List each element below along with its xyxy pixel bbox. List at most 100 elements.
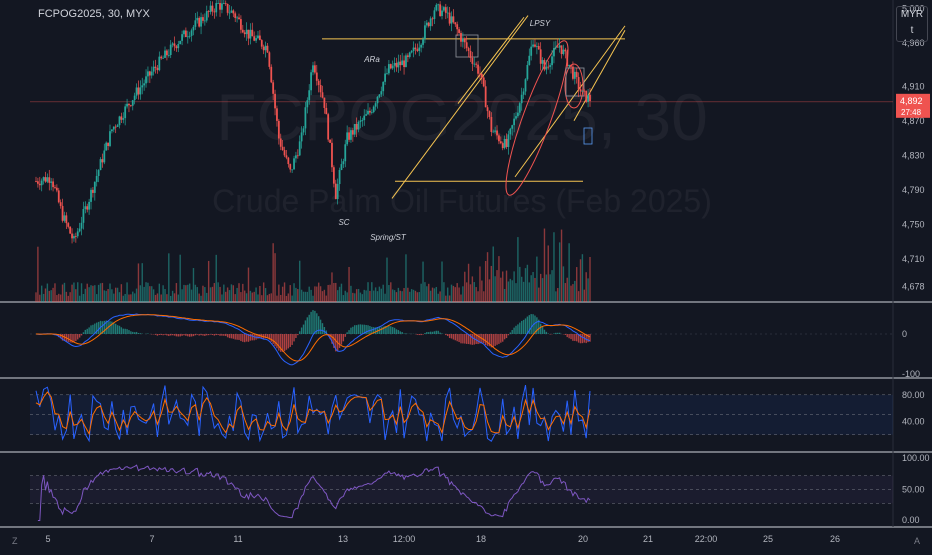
volume-bar (242, 284, 243, 302)
candle-body (138, 87, 140, 94)
macd-histogram-bar (197, 334, 198, 335)
candle-body (109, 131, 111, 146)
macd-histogram-bar (176, 334, 177, 336)
macd-histogram-bar (432, 332, 433, 334)
volume-bar (195, 285, 196, 302)
volume-bar (208, 261, 209, 302)
macd-histogram-bar (339, 334, 340, 348)
volume-bar (500, 278, 501, 302)
candle-body (145, 76, 147, 83)
candle-body (194, 20, 196, 26)
volume-bar (420, 284, 421, 302)
candle-body (229, 13, 231, 14)
volume-bar (415, 291, 416, 302)
macd-histogram-bar (398, 330, 399, 334)
macd-histogram-bar (513, 328, 514, 334)
volume-bar (71, 285, 72, 302)
candle-body (286, 155, 288, 157)
candle-body (506, 139, 508, 147)
candle-body (377, 97, 379, 103)
volume-bar (358, 289, 359, 302)
macd-histogram-bar (434, 331, 435, 334)
currency-selector[interactable]: MYR t (896, 6, 928, 42)
candle-body (473, 64, 475, 65)
candle-body (143, 83, 145, 85)
macd-histogram-bar (508, 334, 509, 335)
candle-body (37, 181, 39, 183)
candle-body (426, 23, 428, 26)
candle-body (134, 96, 136, 101)
candle-body (244, 32, 246, 34)
macd-histogram-bar (286, 334, 287, 350)
candle-body (399, 62, 401, 65)
candle-body (371, 112, 373, 113)
volume-bar (525, 268, 526, 302)
candle-body (530, 47, 532, 56)
candle-body (373, 107, 375, 112)
volume-bar (291, 296, 292, 302)
stoch-axis-label: 80.00 (902, 390, 925, 400)
candle-body (212, 6, 214, 12)
volume-bar (348, 267, 349, 302)
macd-histogram-bar (354, 325, 355, 334)
volume-bar (246, 293, 247, 302)
volume-bar (322, 291, 323, 302)
macd-histogram-bar (305, 320, 306, 334)
candle-body (100, 159, 102, 170)
volume-bar (496, 270, 497, 302)
macd-histogram-bar (557, 333, 558, 334)
timezone-corner[interactable]: Z (12, 536, 18, 546)
volume-bar (305, 292, 306, 302)
candle-body (454, 22, 456, 24)
candle-body (314, 65, 316, 72)
volume-bar (255, 288, 256, 302)
volume-bar (413, 290, 414, 302)
macd-histogram-bar (472, 334, 473, 345)
volume-bar (369, 291, 370, 302)
candle-body (92, 190, 94, 193)
candle-body (151, 72, 153, 76)
symbol-title[interactable]: FCPOG2025, 30, MYX (38, 8, 150, 20)
volume-bar (584, 290, 585, 302)
candle-body (306, 100, 308, 107)
volume-bar (367, 282, 368, 302)
volume-bar (426, 286, 427, 302)
candle-body (289, 164, 291, 169)
volume-bar (73, 283, 74, 302)
candle-body (261, 40, 263, 47)
candle-body (96, 176, 98, 182)
candle-body (447, 13, 449, 14)
candle-body (386, 73, 388, 74)
volume-bar (466, 282, 467, 302)
volume-bar (464, 272, 465, 302)
macd-histogram-bar (212, 334, 213, 335)
candle-body (568, 65, 570, 66)
candle-body (58, 190, 60, 202)
macd-histogram-bar (162, 334, 163, 335)
macd-histogram-bar (525, 318, 526, 334)
candle-body (249, 30, 251, 39)
candle-body (312, 65, 314, 72)
candle-body (259, 36, 261, 41)
macd-histogram-bar (183, 334, 184, 335)
candle-body (521, 95, 523, 103)
volume-bar (69, 292, 70, 302)
auto-scale-corner[interactable]: A (914, 536, 920, 546)
volume-bar (352, 293, 353, 302)
candle-body (128, 104, 130, 105)
candle-body (219, 3, 221, 10)
macd-histogram-bar (521, 321, 522, 334)
volume-bar (508, 281, 509, 302)
candle-body (39, 184, 41, 185)
volume-bar (401, 291, 402, 302)
volume-bar (271, 293, 272, 302)
candle-body (452, 16, 454, 22)
time-axis-label: 21 (643, 534, 653, 544)
macd-histogram-bar (439, 333, 440, 334)
macd-histogram-bar (181, 334, 182, 336)
macd-histogram-bar (417, 334, 418, 335)
macd-histogram-bar (314, 311, 315, 334)
macd-histogram-bar (555, 333, 556, 334)
